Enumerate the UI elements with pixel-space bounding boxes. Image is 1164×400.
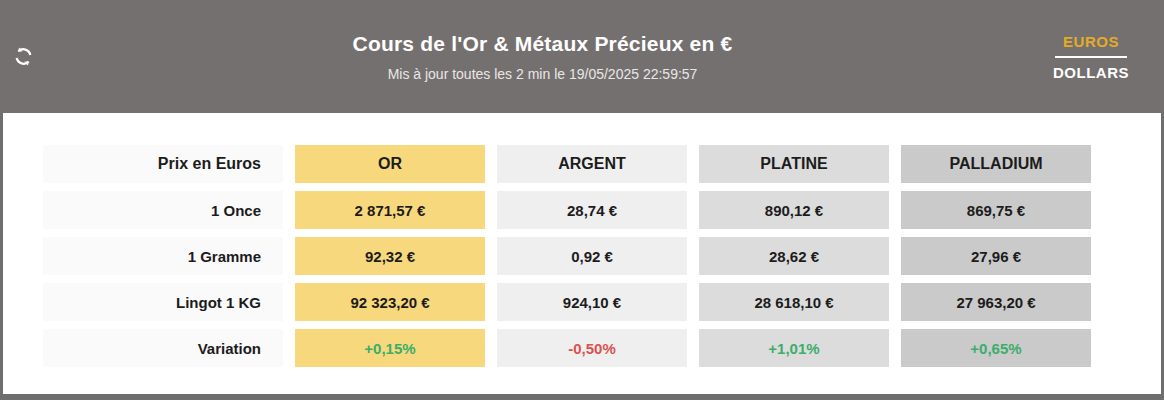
variation-platine: +1,01% (699, 329, 889, 367)
currency-divider (1055, 56, 1127, 58)
price-table: Prix en Euros OR ARGENT PLATINE PALLADIU… (43, 145, 1161, 367)
widget-header: Cours de l'Or & Métaux Précieux en € Mis… (0, 0, 1164, 113)
column-header-or: OR (295, 145, 485, 183)
row-label-gramme: 1 Gramme (43, 237, 283, 275)
price-once-palladium: 869,75 € (901, 191, 1091, 229)
price-gramme-platine: 28,62 € (699, 237, 889, 275)
price-gramme-or: 92,32 € (295, 237, 485, 275)
price-gramme-palladium: 27,96 € (901, 237, 1091, 275)
currency-option-dollars[interactable]: DOLLARS (1053, 62, 1129, 83)
price-once-platine: 890,12 € (699, 191, 889, 229)
currency-toggle: EUROS DOLLARS (1032, 31, 1150, 83)
price-once-or: 2 871,57 € (295, 191, 485, 229)
price-gramme-argent: 0,92 € (497, 237, 687, 275)
price-lingot-argent: 924,10 € (497, 283, 687, 321)
widget-body: Prix en Euros OR ARGENT PLATINE PALLADIU… (3, 113, 1161, 367)
price-lingot-platine: 28 618,10 € (699, 283, 889, 321)
precious-metals-widget: Cours de l'Or & Métaux Précieux en € Mis… (0, 0, 1164, 400)
currency-option-euros[interactable]: EUROS (1063, 31, 1119, 52)
column-header-platine: PLATINE (699, 145, 889, 183)
update-status: Mis à jour toutes les 2 min le 19/05/202… (53, 66, 1032, 82)
page-title: Cours de l'Or & Métaux Précieux en € (53, 32, 1032, 56)
table-corner-label: Prix en Euros (43, 145, 283, 183)
row-label-once: 1 Once (43, 191, 283, 229)
refresh-icon (13, 46, 34, 67)
row-label-lingot: Lingot 1 KG (43, 283, 283, 321)
column-header-argent: ARGENT (497, 145, 687, 183)
variation-or: +0,15% (295, 329, 485, 367)
header-titles: Cours de l'Or & Métaux Précieux en € Mis… (53, 32, 1032, 82)
column-header-palladium: PALLADIUM (901, 145, 1091, 183)
price-lingot-palladium: 27 963,20 € (901, 283, 1091, 321)
refresh-button[interactable] (13, 46, 53, 67)
variation-argent: -0,50% (497, 329, 687, 367)
price-once-argent: 28,74 € (497, 191, 687, 229)
row-label-variation: Variation (43, 329, 283, 367)
price-lingot-or: 92 323,20 € (295, 283, 485, 321)
variation-palladium: +0,65% (901, 329, 1091, 367)
